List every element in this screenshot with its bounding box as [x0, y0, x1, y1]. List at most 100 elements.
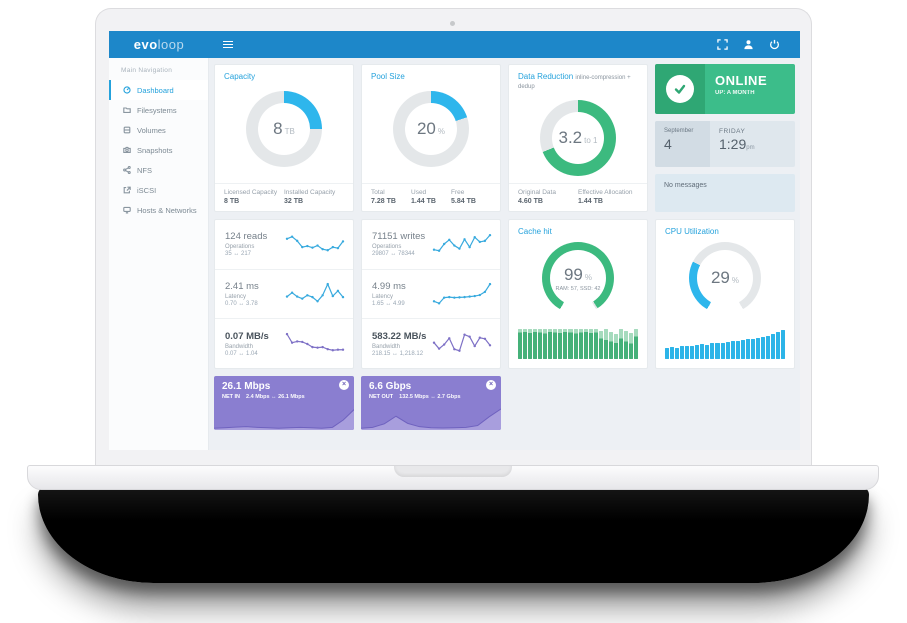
pool-unit: % [437, 127, 446, 136]
footer-value: 7.28 TB [371, 198, 396, 205]
sidebar-toggle-icon[interactable] [223, 39, 233, 50]
reads-operations-row: 124 reads Operations 35 ↔ 217 [215, 220, 353, 270]
cache-hit-card: Cache hit 99% RAM: 57, SSD: 42 [508, 219, 648, 369]
cpu-bar-chart [665, 329, 786, 359]
data-reduction-card: Data Reduction inline-compression + dedu… [508, 64, 648, 212]
reads-latency-sparkline [285, 277, 345, 311]
close-icon[interactable]: × [339, 380, 349, 390]
bar [623, 331, 629, 359]
sidebar-item-volumes[interactable]: Volumes [109, 120, 208, 140]
bar [533, 329, 538, 359]
capacity-donut-chart [246, 91, 322, 167]
folder-icon [123, 107, 131, 113]
bar [588, 329, 593, 359]
capacity-unit: TB [284, 127, 295, 136]
cache-hit-value: 99 [563, 264, 583, 284]
writes-latency-range: 1.65 ↔ 4.99 [372, 301, 405, 307]
writes-stats-card: 71151 writes Operations 29807 ↔ 78344 4.… [361, 219, 501, 369]
bar [760, 336, 765, 359]
bar [705, 344, 710, 359]
sidebar-item-label: Dashboard [137, 85, 174, 95]
check-icon [666, 75, 694, 103]
top-navbar: evoloop [109, 31, 800, 58]
data-reduction-title: Data Reduction inline-compression + dedu… [518, 72, 631, 90]
bar [675, 347, 680, 359]
cache-hit-title: Cache hit [518, 227, 552, 236]
pool-value: 20 [416, 119, 436, 138]
time-ampm: pm [746, 145, 755, 151]
camera-icon [123, 146, 131, 153]
footer-label: Licensed Capacity [224, 189, 278, 196]
cpu-unit: % [731, 276, 740, 285]
dashboard-screen: evoloop Main Navigation Dashb [109, 31, 800, 450]
net-in-area-chart [214, 406, 354, 430]
date-month: September [664, 128, 694, 134]
writes-bandwidth-sparkline [432, 327, 492, 361]
bar [608, 332, 613, 359]
status-icon-box [655, 64, 705, 114]
bar [735, 341, 740, 359]
dashboard-icon [123, 86, 131, 94]
cache-hit-unit: % [584, 272, 593, 282]
bar [781, 330, 786, 359]
pool-size-card: Pool Size 20% Total 7.28 TB Used 1.44 TB F… [361, 64, 501, 212]
data-reduction-footer: Original Data 4.60 TB Effective Allocatio… [509, 183, 647, 211]
messages-text: No messages [664, 182, 707, 189]
footer-value: 4.60 TB [518, 198, 543, 205]
power-icon[interactable] [769, 39, 780, 50]
bar [548, 329, 553, 359]
sidebar-item-nfs[interactable]: NFS [109, 160, 208, 180]
fullscreen-icon[interactable] [717, 39, 728, 50]
sidebar-item-snapshots[interactable]: Snapshots [109, 140, 208, 160]
bar [538, 329, 543, 359]
app-logo[interactable]: evoloop [109, 37, 209, 52]
status-column: ONLINE UP: A MONTH September 4 FRIDAY 1:… [655, 64, 795, 212]
reads-bandwidth-sparkline [285, 327, 345, 361]
sidebar-item-dashboard[interactable]: Dashboard [109, 80, 208, 100]
reads-latency-range: 0.70 ↔ 3.78 [225, 301, 258, 307]
reads-latency-label: Latency [225, 294, 247, 300]
writes-bandwidth-value: 583.22 MB/s [372, 330, 427, 342]
status-text-box: ONLINE UP: A MONTH [705, 64, 795, 114]
bar [568, 329, 573, 359]
writes-bandwidth-row: 583.22 MB/s Bandwidth 218.15 ↔ 1,218.12 [362, 319, 500, 368]
footer-label: Free [451, 189, 465, 196]
footer-label: Original Data [518, 189, 556, 196]
bar [598, 330, 603, 359]
time: 1:29pm [719, 136, 755, 152]
laptop-base-notch [394, 466, 512, 477]
writes-ops-range: 29807 ↔ 78344 [372, 251, 415, 258]
net-out-label: NET OUT [369, 394, 394, 400]
bar [710, 343, 715, 359]
footer-label: Installed Capacity [284, 189, 336, 196]
user-icon[interactable] [743, 39, 754, 50]
net-in-range: 2.4 Mbps ↔ 26.1 Mbps [246, 394, 305, 400]
logo-bold: evo [133, 37, 158, 52]
capacity-title: Capacity [224, 72, 256, 81]
reduction-unit: to 1 [584, 136, 598, 145]
sidebar-item-filesystems[interactable]: Filesystems [109, 100, 208, 120]
bar [720, 342, 725, 359]
bar [543, 329, 548, 359]
bar [725, 341, 730, 359]
writes-latency-label: Latency [372, 294, 394, 300]
reads-stats-card: 124 reads Operations 35 ↔ 217 2.41 ms La… [214, 219, 354, 369]
writes-ops-label: Operations [372, 244, 402, 251]
bar [665, 348, 670, 359]
close-icon[interactable]: × [486, 380, 496, 390]
capacity-value: 8 [273, 119, 283, 138]
net-out-card: × 6.6 Gbps NET OUT 132.5 Mbps ↔ 2.7 Gbps [361, 376, 501, 430]
bar [573, 329, 578, 359]
cpu-utilization-title: CPU Utilization [665, 227, 719, 236]
cache-hit-gauge-chart [542, 242, 614, 314]
online-status-card: ONLINE UP: A MONTH [655, 64, 795, 114]
bar [750, 339, 755, 359]
footer-label: Effective Allocation [578, 189, 633, 196]
sidebar-item-hosts-networks[interactable]: Hosts & Networks [109, 200, 208, 220]
sidebar-item-label: Hosts & Networks [137, 205, 197, 215]
sidebar-item-iscsi[interactable]: iSCSI [109, 180, 208, 200]
data-reduction-subtitle: inline-compression + dedup [518, 75, 631, 90]
messages-card: No messages [655, 174, 795, 212]
net-in-card: × 26.1 Mbps NET IN 2.4 Mbps ↔ 26.1 Mbps [214, 376, 354, 430]
cpu-value: 29 [710, 268, 730, 287]
